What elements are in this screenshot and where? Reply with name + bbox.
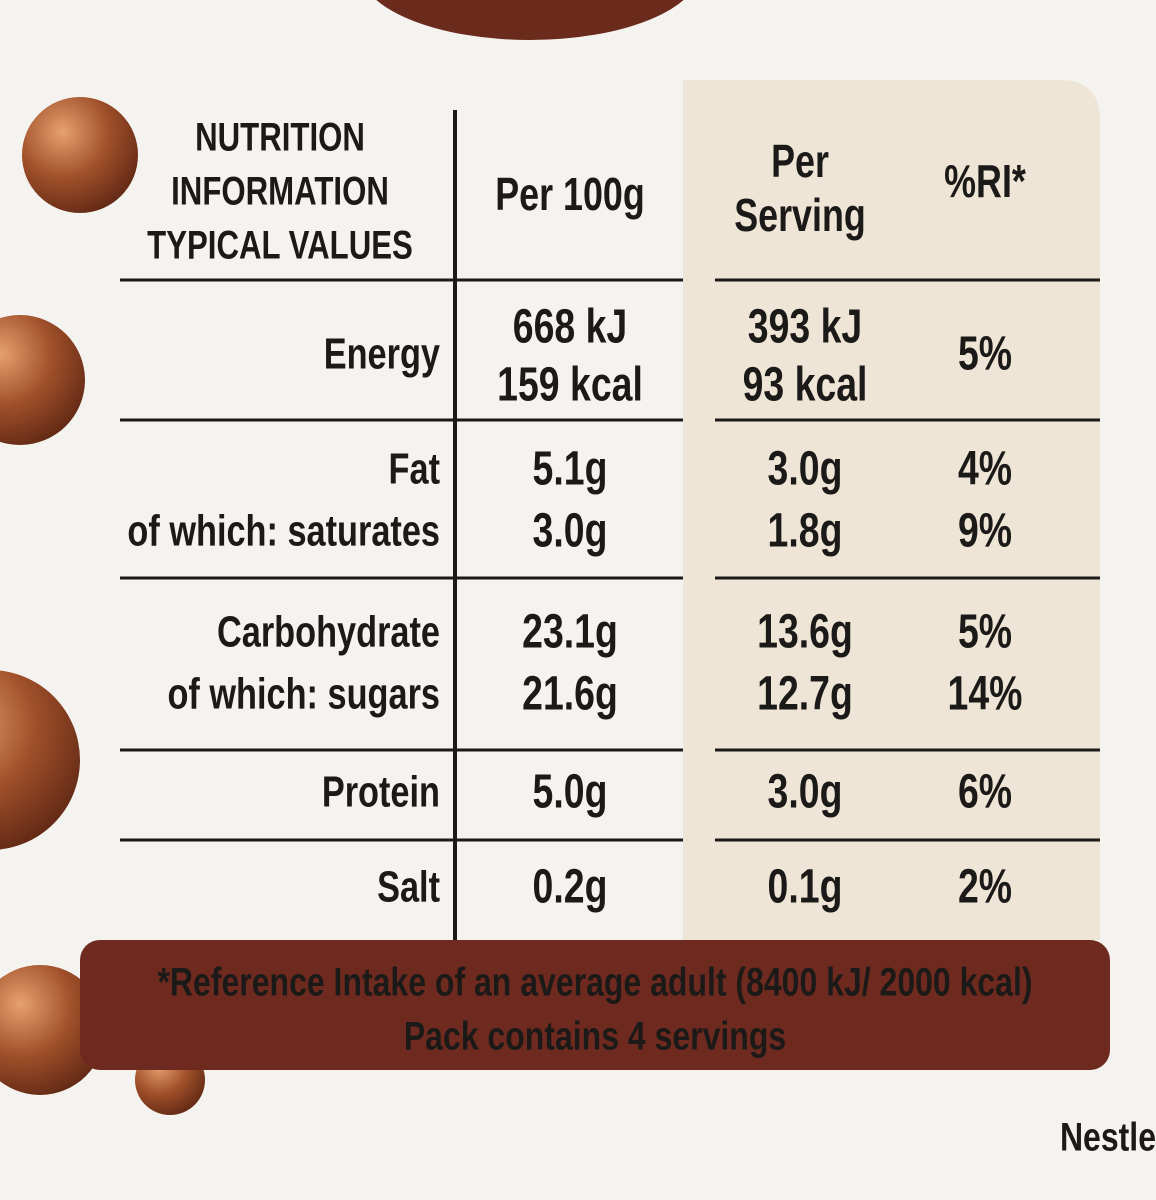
label-text: Protein [322,768,440,817]
label-text: of which: saturates [127,507,440,556]
label-text: Pack contains 4 servings [404,1013,786,1058]
label-text: 5.0g [533,765,608,819]
label-text: NUTRITION [195,115,365,160]
label-text: 159 kcal [497,358,643,412]
label-text: Salt [377,863,440,912]
footer-band [80,940,1110,1070]
label-text: Fat [389,445,440,494]
label-text: Carbohydrate [217,608,440,657]
decor [0,315,85,445]
label-text: of which: sugars [167,670,440,719]
label-text: 5% [958,327,1012,381]
decor [0,670,80,850]
label-text: 1.8g [768,504,843,558]
decor [376,0,684,40]
label-text: 5.1g [533,442,608,496]
label-text: 3.0g [768,765,843,819]
decor [22,97,138,213]
label-text: 393 kJ [748,300,862,354]
label-text: Serving [734,190,866,241]
label-text: 93 kcal [743,358,868,412]
serving-panel [683,80,1100,940]
label-text: 3.0g [533,504,608,558]
label-text: Nestle [1060,1114,1156,1159]
label-text: 13.6g [757,605,853,659]
label-text: *Reference Intake of an average adult (8… [157,959,1032,1004]
label-text: Per 100g [495,169,645,220]
label-text: 21.6g [522,667,618,721]
label-text: 4% [958,442,1012,496]
label-text: 2% [958,860,1012,914]
label-text: 668 kJ [513,300,627,354]
label-text: %RI* [944,156,1027,207]
label-text: Per [771,136,829,187]
label-text: 5% [958,605,1012,659]
label-text: INFORMATION [171,169,389,214]
rules [120,278,1100,842]
decor [0,965,105,1095]
label-text: 12.7g [757,667,853,721]
label-text: TYPICAL VALUES [147,223,413,268]
label-text: 0.2g [533,860,608,914]
label-text: 23.1g [522,605,618,659]
label-text: Energy [324,330,440,379]
label-text: 6% [958,765,1012,819]
label-text: 9% [958,504,1012,558]
label-text: 0.1g [768,860,843,914]
label-text: 3.0g [768,442,843,496]
label-text: 14% [948,667,1023,721]
